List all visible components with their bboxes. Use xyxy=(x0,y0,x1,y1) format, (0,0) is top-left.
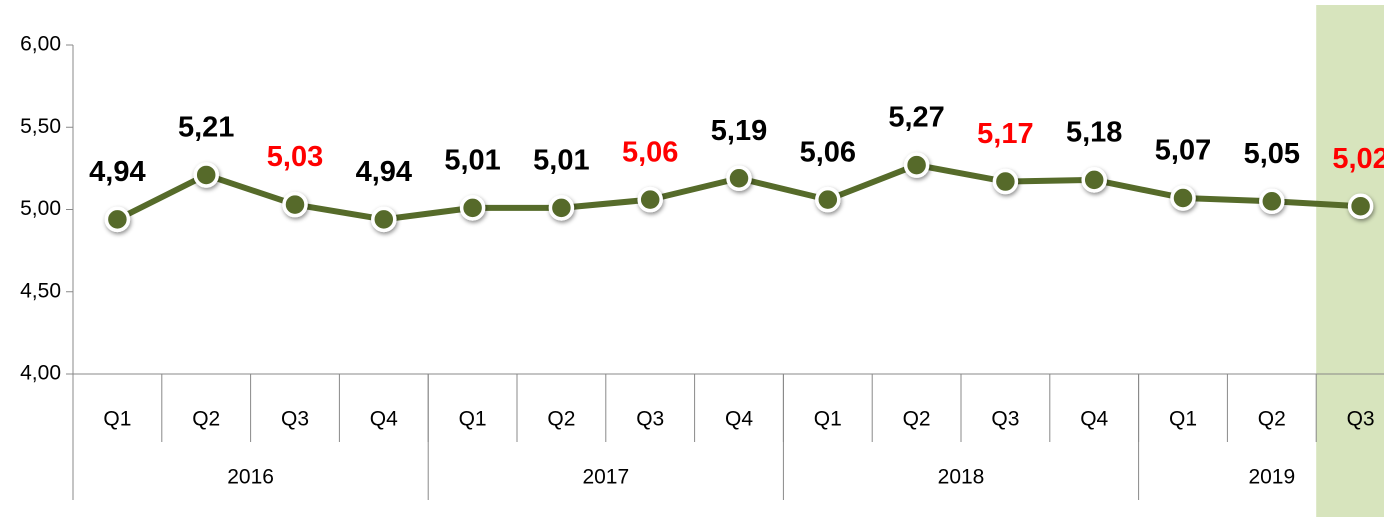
x-tick-label: Q2 xyxy=(192,408,220,431)
data-label: 4,94 xyxy=(89,156,145,188)
marker xyxy=(903,152,930,178)
marker xyxy=(726,165,752,191)
marker xyxy=(371,206,397,233)
x-tick-label: Q3 xyxy=(991,408,1019,431)
data-label: 5,06 xyxy=(622,136,678,168)
data-label: 5,01 xyxy=(533,145,589,177)
group-label: 2017 xyxy=(582,466,629,489)
data-label: 5,17 xyxy=(977,118,1033,150)
x-tick-label: Q3 xyxy=(636,408,664,431)
marker xyxy=(548,195,575,221)
group-label: 2018 xyxy=(938,466,985,489)
group-label: 2019 xyxy=(1248,466,1295,489)
x-tick-label: Q2 xyxy=(1258,408,1286,431)
x-tick-label: Q1 xyxy=(1169,408,1197,431)
marker xyxy=(1170,185,1196,211)
x-tick-label: Q4 xyxy=(725,408,753,431)
x-tick-label: Q1 xyxy=(814,408,842,431)
x-tick-label: Q3 xyxy=(281,408,309,431)
marker xyxy=(637,186,663,213)
x-tick-label: Q3 xyxy=(1347,408,1375,431)
x-tick-label: Q1 xyxy=(459,408,487,431)
y-tick-label: 4,00 xyxy=(20,362,61,385)
y-tick-label: 5,50 xyxy=(20,115,61,138)
data-label: 5,06 xyxy=(800,136,856,168)
marker xyxy=(815,186,841,213)
marker xyxy=(193,162,219,188)
data-label: 5,21 xyxy=(178,112,234,144)
x-tick-label: Q4 xyxy=(1080,408,1108,431)
data-label: 5,19 xyxy=(711,115,767,147)
y-tick-label: 4,50 xyxy=(20,279,61,302)
data-label: 5,01 xyxy=(444,145,500,177)
x-tick-label: Q4 xyxy=(370,408,398,431)
marker xyxy=(992,168,1019,195)
data-label: 5,03 xyxy=(267,141,323,173)
data-label: 5,05 xyxy=(1244,138,1300,170)
highlight-band xyxy=(1316,5,1384,517)
x-tick-label: Q1 xyxy=(103,408,131,431)
marker xyxy=(282,191,308,218)
marker xyxy=(1259,188,1285,215)
x-tick-label: Q2 xyxy=(903,408,931,431)
marker xyxy=(1347,193,1374,219)
data-label: 4,94 xyxy=(356,156,412,188)
x-tick-label: Q2 xyxy=(547,408,575,431)
group-label: 2016 xyxy=(227,466,274,489)
data-label: 5,02 xyxy=(1332,143,1384,175)
data-label: 5,18 xyxy=(1066,117,1122,149)
data-label: 5,07 xyxy=(1155,135,1211,167)
marker xyxy=(104,206,131,233)
marker xyxy=(459,195,486,221)
data-label: 5,27 xyxy=(888,102,944,134)
marker xyxy=(1081,167,1107,193)
y-tick-label: 5,00 xyxy=(20,197,61,220)
y-tick-label: 6,00 xyxy=(20,33,61,56)
